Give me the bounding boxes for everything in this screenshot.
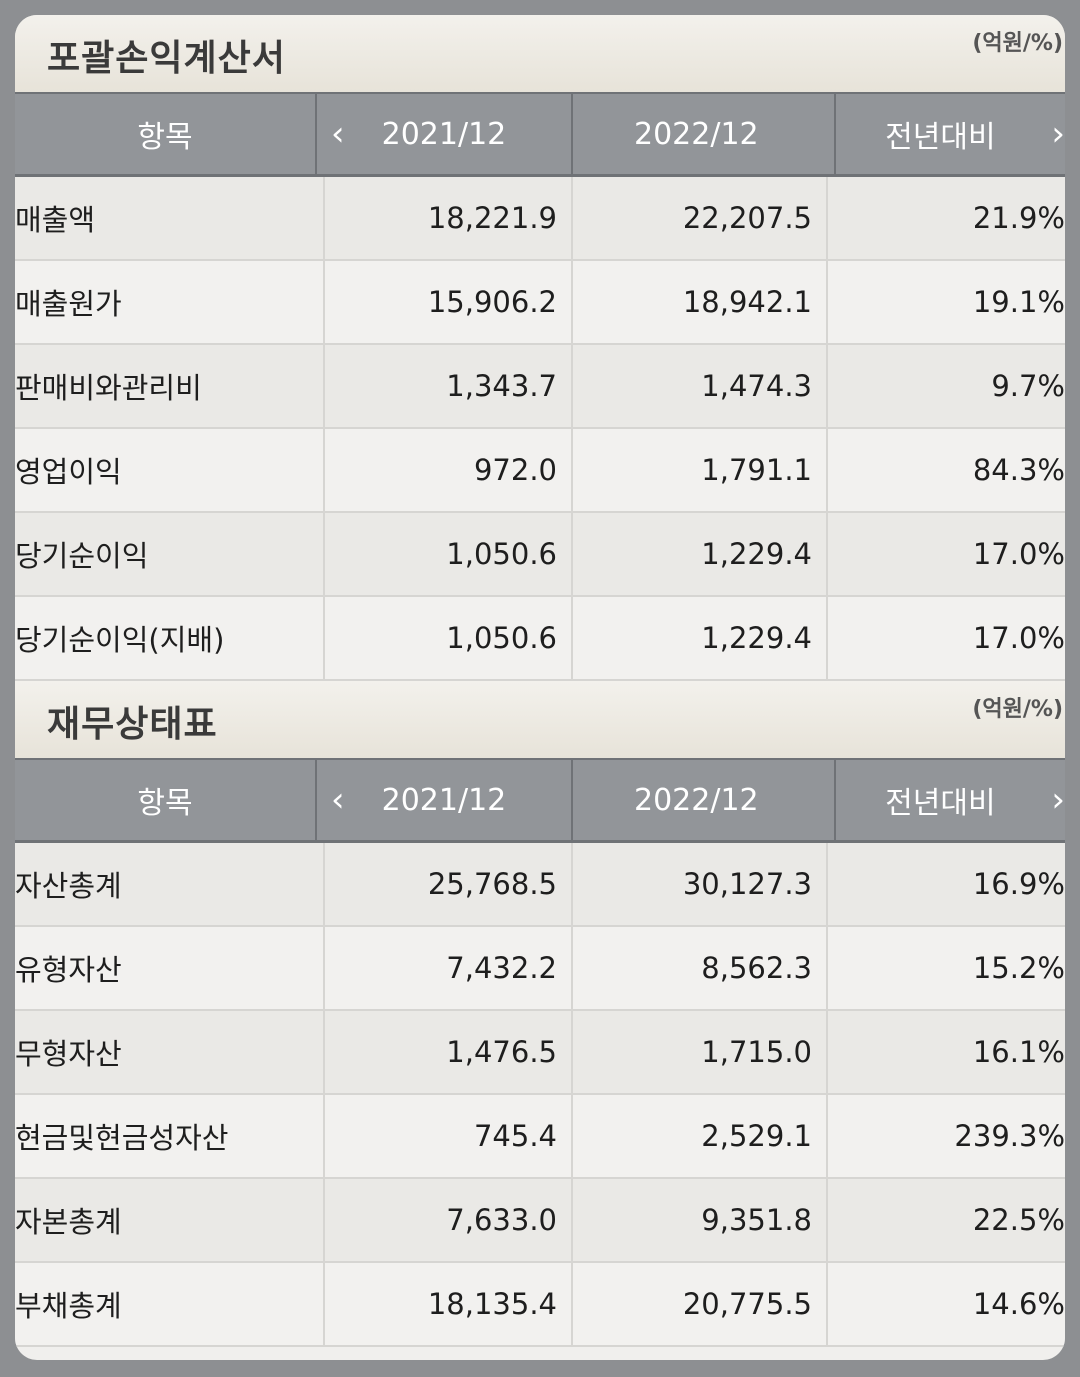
header-yoy-label: 전년대비 [885,120,996,155]
value-2021: 745.4 [325,1095,573,1177]
value-yoy: 84.3% [972,453,1065,487]
table-row: 자산총계 25,768.5 30,127.3 16.9% [15,843,1065,927]
value-2021: 1,050.6 [325,513,573,595]
value-2022: 1,715.0 [573,1011,828,1093]
value-2022: 2,529.1 [573,1095,828,1177]
row-label: 자산총계 [15,843,325,925]
value-2021: 1,343.7 [325,345,573,427]
value-yoy: 21.9% [972,201,1065,235]
value-yoy: 17.0% [972,621,1065,655]
value-2022: 1,229.4 [573,597,828,679]
table-row: 영업이익 972.0 1,791.1 84.3% [15,429,1065,513]
value-2021: 25,768.5 [325,843,573,925]
header-curr-year: 2022/12 [573,760,836,840]
table-header: 항목 ‹ 2021/12 2022/12 전년대비 › [15,758,1065,843]
section-title: 포괄손익계산서 [47,38,286,79]
table-row: 매출액 18,221.9 22,207.5 21.9% [15,177,1065,261]
table-header: 항목 ‹ 2021/12 2022/12 전년대비 › [15,92,1065,177]
row-label: 매출액 [15,177,325,259]
table-body: 자산총계 25,768.5 30,127.3 16.9% 유형자산 7,432.… [15,843,1065,1347]
value-2022: 22,207.5 [573,177,828,259]
chevron-left-icon[interactable]: ‹ [330,114,345,154]
value-2021: 18,221.9 [325,177,573,259]
value-2022: 1,229.4 [573,513,828,595]
header-item: 항목 [15,760,317,840]
header-prev-year: ‹ 2021/12 [317,94,573,174]
row-label: 당기순이익 [15,513,325,595]
row-label: 자본총계 [15,1179,325,1261]
table-row: 부채총계 18,135.4 20,775.5 14.6% [15,1263,1065,1347]
value-yoy: 22.5% [972,1203,1065,1237]
table-row: 당기순이익 1,050.6 1,229.4 17.0% [15,513,1065,597]
header-prev-year-label: 2021/12 [381,782,507,818]
table-body: 매출액 18,221.9 22,207.5 21.9% 매출원가 15,906.… [15,177,1065,681]
row-label: 현금및현금성자산 [15,1095,325,1177]
section-header: 포괄손익계산서 (억원/%) [15,15,1065,92]
table-row: 판매비와관리비 1,343.7 1,474.3 9.7% [15,345,1065,429]
income-statement-section: 포괄손익계산서 (억원/%) 항목 ‹ 2021/12 2022/12 전년대비… [15,15,1065,681]
header-prev-year: ‹ 2021/12 [317,760,573,840]
table-row: 당기순이익(지배) 1,050.6 1,229.4 17.0% [15,597,1065,681]
value-yoy: 17.0% [972,537,1065,571]
value-2021: 7,432.2 [325,927,573,1009]
value-yoy: 9.7% [991,369,1065,403]
header-prev-year-label: 2021/12 [381,116,507,152]
value-2022: 1,791.1 [573,429,828,511]
value-2021: 972.0 [325,429,573,511]
value-2022: 20,775.5 [573,1263,828,1345]
section-title: 재무상태표 [47,704,218,745]
balance-sheet-section: 재무상태표 (억원/%) 항목 ‹ 2021/12 2022/12 전년대비 ›… [15,681,1065,1347]
header-yoy: 전년대비 › [836,760,1065,840]
table-row: 자본총계 7,633.0 9,351.8 22.5% [15,1179,1065,1263]
value-2022: 1,474.3 [573,345,828,427]
financial-card: 포괄손익계산서 (억원/%) 항목 ‹ 2021/12 2022/12 전년대비… [15,15,1065,1360]
value-2021: 1,050.6 [325,597,573,679]
value-2021: 15,906.2 [325,261,573,343]
unit-label: (억원/%) [972,31,1063,56]
header-yoy: 전년대비 › [836,94,1065,174]
value-yoy: 16.9% [972,867,1065,901]
chevron-left-icon[interactable]: ‹ [330,780,345,820]
value-yoy: 15.2% [972,951,1065,985]
row-label: 매출원가 [15,261,325,343]
table-row: 유형자산 7,432.2 8,562.3 15.2% [15,927,1065,1011]
value-yoy: 16.1% [972,1035,1065,1069]
value-2021: 1,476.5 [325,1011,573,1093]
row-label: 영업이익 [15,429,325,511]
row-label: 당기순이익(지배) [15,597,325,679]
value-2022: 8,562.3 [573,927,828,1009]
value-2022: 9,351.8 [573,1179,828,1261]
chevron-right-icon[interactable]: › [1051,114,1065,154]
row-label: 무형자산 [15,1011,325,1093]
value-yoy: 239.3% [954,1119,1065,1153]
section-header: 재무상태표 (억원/%) [15,681,1065,758]
row-label: 유형자산 [15,927,325,1009]
value-yoy: 19.1% [972,285,1065,319]
value-2021: 7,633.0 [325,1179,573,1261]
header-item: 항목 [15,94,317,174]
row-label: 판매비와관리비 [15,345,325,427]
row-label: 부채총계 [15,1263,325,1345]
chevron-right-icon[interactable]: › [1051,780,1065,820]
table-row: 무형자산 1,476.5 1,715.0 16.1% [15,1011,1065,1095]
table-row: 현금및현금성자산 745.4 2,529.1 239.3% [15,1095,1065,1179]
unit-label: (억원/%) [972,697,1063,722]
header-curr-year: 2022/12 [573,94,836,174]
value-2021: 18,135.4 [325,1263,573,1345]
header-yoy-label: 전년대비 [885,786,996,821]
table-row: 매출원가 15,906.2 18,942.1 19.1% [15,261,1065,345]
value-yoy: 14.6% [972,1287,1065,1321]
value-2022: 30,127.3 [573,843,828,925]
value-2022: 18,942.1 [573,261,828,343]
